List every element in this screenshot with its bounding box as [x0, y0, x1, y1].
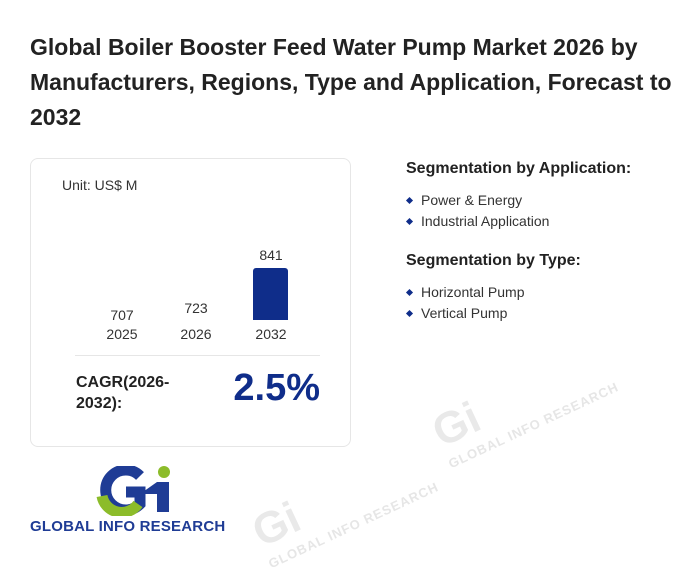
segment-heading: Segmentation by Type:	[406, 252, 581, 269]
page-title: Global Boiler Booster Feed Water Pump Ma…	[30, 34, 672, 130]
bar-2032	[253, 268, 288, 320]
bullet-icon	[405, 288, 414, 297]
list-item: Power & Energy	[405, 190, 631, 211]
logo-mark-icon	[96, 464, 170, 518]
watermark: Gi GLOBAL INFO RESEARCH	[244, 479, 441, 571]
x-tick-label: 2032	[255, 326, 287, 342]
x-tick-label: 2026	[180, 326, 212, 342]
bar-value-label: 841	[259, 247, 283, 263]
company-logo: GLOBAL INFO RESEARCH	[30, 464, 230, 536]
segmentation-application: Segmentation by Application: Power & Ene…	[405, 160, 632, 232]
market-size-card: Unit: US$ M 707 2025 723 2026 841 2032 CAGR(2…	[30, 158, 351, 447]
segment-heading: Segmentation by Application:	[406, 160, 632, 177]
unit-label: Unit: US$ M	[62, 177, 138, 193]
bullet-icon	[405, 217, 414, 226]
logo-text: GLOBAL INFO RESEARCH	[30, 518, 226, 535]
list-item: Horizontal Pump	[405, 282, 581, 303]
cagr-label: CAGR(2026-2032):	[76, 374, 170, 412]
cagr-value: 2.5%	[233, 367, 320, 409]
x-tick-label: 2025	[106, 326, 138, 342]
watermark: Gi GLOBAL INFO RESEARCH	[424, 379, 621, 472]
bar-value-label: 707	[110, 307, 134, 324]
bullet-icon	[405, 196, 414, 205]
divider	[75, 355, 320, 356]
segmentation-type: Segmentation by Type: Horizontal Pump Ve…	[405, 252, 581, 324]
bullet-icon	[405, 309, 414, 318]
list-item: Vertical Pump	[405, 303, 581, 324]
list-item: Industrial Application	[405, 211, 631, 232]
bar-value-label: 723	[184, 300, 208, 317]
